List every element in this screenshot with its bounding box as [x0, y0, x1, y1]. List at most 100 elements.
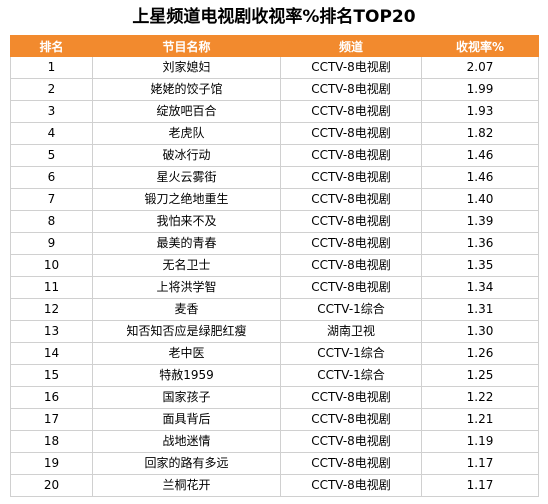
- program-name-cell: 上将洪学智: [92, 276, 281, 299]
- rank-cell: 11: [10, 276, 93, 299]
- program-name-cell: 回家的路有多远: [92, 452, 281, 475]
- program-name-cell: 特赦1959: [92, 364, 281, 387]
- table-row: 17 面具背后 CCTV-8电视剧 1.21: [10, 408, 539, 431]
- column-header-rating: 收视率%: [421, 35, 539, 57]
- program-name-cell: 无名卫士: [92, 254, 281, 277]
- rank-cell: 2: [10, 78, 93, 101]
- channel-cell: CCTV-8电视剧: [280, 100, 422, 123]
- table-header-row: 排名 节目名称 频道 收视率%: [10, 35, 539, 57]
- program-name-cell: 姥姥的饺子馆: [92, 78, 281, 101]
- channel-cell: CCTV-8电视剧: [280, 188, 422, 211]
- table-row: 15 特赦1959 CCTV-1综合 1.25: [10, 364, 539, 387]
- rating-cell: 1.31: [421, 298, 539, 321]
- ranking-table: 排名 节目名称 频道 收视率% 1 刘家媳妇 CCTV-8电视剧 2.07 2 姥姥的饺子…: [10, 35, 539, 497]
- channel-cell: CCTV-8电视剧: [280, 166, 422, 189]
- rank-cell: 13: [10, 320, 93, 343]
- rating-cell: 1.17: [421, 452, 539, 475]
- rating-cell: 1.22: [421, 386, 539, 409]
- table-row: 4 老虎队 CCTV-8电视剧 1.82: [10, 122, 539, 145]
- rank-cell: 5: [10, 144, 93, 167]
- program-name-cell: 战地迷情: [92, 430, 281, 453]
- program-name-cell: 老虎队: [92, 122, 281, 145]
- rating-cell: 1.82: [421, 122, 539, 145]
- program-name-cell: 兰桐花开: [92, 474, 281, 497]
- program-name-cell: 面具背后: [92, 408, 281, 431]
- table-row: 9 最美的青春 CCTV-8电视剧 1.36: [10, 232, 539, 255]
- table-row: 2 姥姥的饺子馆 CCTV-8电视剧 1.99: [10, 78, 539, 101]
- rank-cell: 20: [10, 474, 93, 497]
- rating-cell: 2.07: [421, 56, 539, 79]
- program-name-cell: 最美的青春: [92, 232, 281, 255]
- table-row: 12 麦香 CCTV-1综合 1.31: [10, 298, 539, 321]
- channel-cell: CCTV-8电视剧: [280, 452, 422, 475]
- program-name-cell: 我怕来不及: [92, 210, 281, 233]
- program-name-cell: 刘家媳妇: [92, 56, 281, 79]
- rank-cell: 14: [10, 342, 93, 365]
- rating-cell: 1.46: [421, 166, 539, 189]
- channel-cell: CCTV-8电视剧: [280, 276, 422, 299]
- rank-cell: 6: [10, 166, 93, 189]
- rating-cell: 1.46: [421, 144, 539, 167]
- channel-cell: CCTV-1综合: [280, 342, 422, 365]
- rank-cell: 19: [10, 452, 93, 475]
- channel-cell: CCTV-1综合: [280, 298, 422, 321]
- rating-cell: 1.25: [421, 364, 539, 387]
- program-name-cell: 破冰行动: [92, 144, 281, 167]
- table-row: 3 绽放吧百合 CCTV-8电视剧 1.93: [10, 100, 539, 123]
- rank-cell: 9: [10, 232, 93, 255]
- program-name-cell: 知否知否应是绿肥红瘦: [92, 320, 281, 343]
- rank-cell: 1: [10, 56, 93, 79]
- column-header-rank: 排名: [10, 35, 93, 57]
- rating-cell: 1.93: [421, 100, 539, 123]
- channel-cell: CCTV-8电视剧: [280, 386, 422, 409]
- program-name-cell: 星火云雾街: [92, 166, 281, 189]
- channel-cell: CCTV-8电视剧: [280, 474, 422, 497]
- rank-cell: 3: [10, 100, 93, 123]
- rating-cell: 1.26: [421, 342, 539, 365]
- table-row: 10 无名卫士 CCTV-8电视剧 1.35: [10, 254, 539, 277]
- channel-cell: CCTV-8电视剧: [280, 78, 422, 101]
- table-row: 20 兰桐花开 CCTV-8电视剧 1.17: [10, 474, 539, 497]
- channel-cell: CCTV-8电视剧: [280, 430, 422, 453]
- channel-cell: CCTV-8电视剧: [280, 122, 422, 145]
- rank-cell: 16: [10, 386, 93, 409]
- rank-cell: 17: [10, 408, 93, 431]
- rank-cell: 8: [10, 210, 93, 233]
- rating-cell: 1.35: [421, 254, 539, 277]
- table-row: 18 战地迷情 CCTV-8电视剧 1.19: [10, 430, 539, 453]
- program-name-cell: 老中医: [92, 342, 281, 365]
- rating-cell: 1.40: [421, 188, 539, 211]
- rating-cell: 1.30: [421, 320, 539, 343]
- rank-cell: 4: [10, 122, 93, 145]
- table-body: 1 刘家媳妇 CCTV-8电视剧 2.07 2 姥姥的饺子馆 CCTV-8电视剧 1.99 3 绽…: [10, 56, 539, 497]
- table-row: 5 破冰行动 CCTV-8电视剧 1.46: [10, 144, 539, 167]
- table-row: 7 锻刀之绝地重生 CCTV-8电视剧 1.40: [10, 188, 539, 211]
- channel-cell: CCTV-8电视剧: [280, 210, 422, 233]
- table-row: 19 回家的路有多远 CCTV-8电视剧 1.17: [10, 452, 539, 475]
- rank-cell: 18: [10, 430, 93, 453]
- column-header-program-name: 节目名称: [92, 35, 281, 57]
- program-name-cell: 麦香: [92, 298, 281, 321]
- program-name-cell: 绽放吧百合: [92, 100, 281, 123]
- table-row: 14 老中医 CCTV-1综合 1.26: [10, 342, 539, 365]
- program-name-cell: 锻刀之绝地重生: [92, 188, 281, 211]
- rank-cell: 15: [10, 364, 93, 387]
- rank-cell: 12: [10, 298, 93, 321]
- rating-cell: 1.34: [421, 276, 539, 299]
- channel-cell: CCTV-8电视剧: [280, 56, 422, 79]
- channel-cell: CCTV-8电视剧: [280, 408, 422, 431]
- rating-cell: 1.99: [421, 78, 539, 101]
- program-name-cell: 国家孩子: [92, 386, 281, 409]
- channel-cell: CCTV-1综合: [280, 364, 422, 387]
- rating-cell: 1.36: [421, 232, 539, 255]
- table-row: 8 我怕来不及 CCTV-8电视剧 1.39: [10, 210, 539, 233]
- channel-cell: CCTV-8电视剧: [280, 232, 422, 255]
- channel-cell: CCTV-8电视剧: [280, 254, 422, 277]
- rating-cell: 1.21: [421, 408, 539, 431]
- channel-cell: 湖南卫视: [280, 320, 422, 343]
- rating-cell: 1.39: [421, 210, 539, 233]
- page-title: 上星频道电视剧收视率%排名TOP20: [132, 7, 416, 27]
- column-header-channel: 频道: [280, 35, 422, 57]
- channel-cell: CCTV-8电视剧: [280, 144, 422, 167]
- table-row: 13 知否知否应是绿肥红瘦 湖南卫视 1.30: [10, 320, 539, 343]
